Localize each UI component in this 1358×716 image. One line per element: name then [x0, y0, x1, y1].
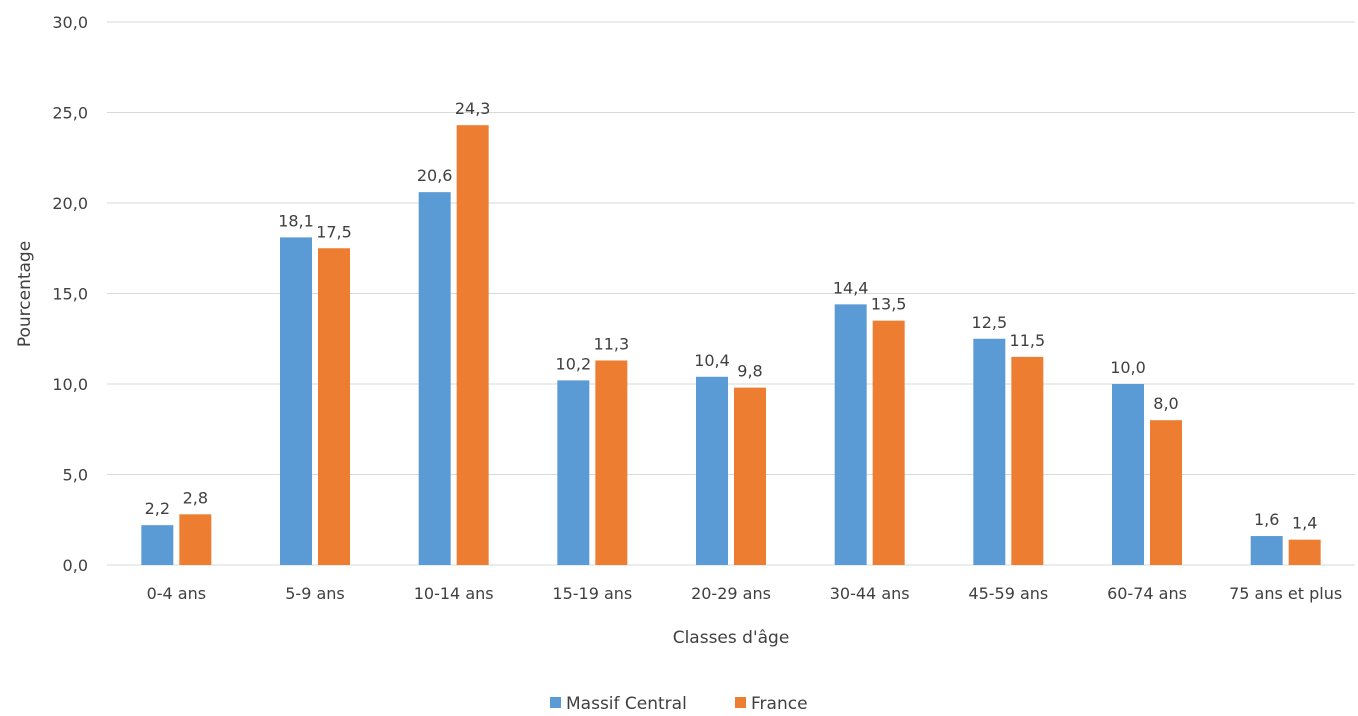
- data-label: 9,8: [737, 362, 762, 381]
- data-label: 11,3: [594, 334, 630, 353]
- x-tick-label: 10-14 ans: [414, 584, 494, 603]
- y-tick-label: 10,0: [52, 375, 88, 394]
- x-tick-label: 45-59 ans: [968, 584, 1048, 603]
- y-tick-label: 30,0: [52, 13, 88, 32]
- bar-massif-central: [834, 304, 867, 565]
- bar-france: [456, 125, 489, 566]
- data-label: 10,2: [556, 354, 592, 373]
- bar-france: [1150, 420, 1182, 565]
- y-tick-label: 15,0: [52, 285, 88, 304]
- x-tick-label: 5-9 ans: [285, 584, 345, 603]
- legend-swatch: [550, 697, 561, 708]
- bar-massif-central: [973, 338, 1006, 565]
- y-axis-ticks: 0,0 5,0 10,0 15,0 20,0 25,0 30,0: [52, 13, 88, 575]
- bar-massif-central: [1112, 384, 1144, 565]
- x-tick-label: 30-44 ans: [830, 584, 910, 603]
- data-label: 18,1: [278, 211, 314, 230]
- bar-massif-central: [696, 376, 728, 565]
- data-label: 13,5: [871, 295, 907, 314]
- bars: [141, 125, 1321, 566]
- bar-massif-central: [280, 237, 312, 565]
- data-label: 14,4: [833, 278, 869, 297]
- data-label: 1,4: [1292, 514, 1317, 533]
- data-label: 24,3: [455, 99, 491, 118]
- x-axis-title: Classes d'âge: [673, 628, 790, 648]
- bar-france: [1011, 356, 1044, 565]
- bar-massif-central: [141, 525, 174, 565]
- bar-france: [318, 248, 350, 565]
- x-tick-label: 0-4 ans: [147, 584, 207, 603]
- bar-massif-central: [1250, 536, 1283, 565]
- bar-france: [1288, 539, 1321, 565]
- bar-massif-central: [418, 192, 451, 565]
- data-label: 20,6: [417, 166, 453, 185]
- x-tick-label: 75 ans et plus: [1229, 584, 1342, 603]
- data-label: 1,6: [1254, 510, 1279, 529]
- legend-label: Massif Central: [566, 694, 687, 712]
- x-tick-label: 60-74 ans: [1107, 584, 1187, 603]
- y-axis-title: Pourcentage: [15, 241, 35, 347]
- data-label: 2,2: [145, 499, 170, 518]
- bar-france: [595, 360, 628, 565]
- data-label: 12,5: [972, 313, 1008, 332]
- data-label: 8,0: [1153, 394, 1178, 413]
- y-tick-label: 5,0: [63, 466, 88, 485]
- x-tick-label: 15-19 ans: [552, 584, 632, 603]
- gridlines: [107, 21, 1355, 566]
- bar-france: [734, 387, 766, 565]
- data-label: 10,4: [694, 351, 730, 370]
- legend-swatch: [735, 697, 746, 708]
- y-tick-label: 25,0: [52, 104, 88, 123]
- bar-france: [872, 320, 905, 565]
- data-label: 10,0: [1110, 358, 1146, 377]
- data-labels: 2,2 2,8 18,117,5 20,6 24,3 10,211,3 10,4 9,8 14,…: [145, 99, 1318, 532]
- y-tick-label: 0,0: [63, 556, 88, 575]
- data-label: 2,8: [183, 488, 208, 507]
- legend: Massif Central France: [550, 694, 808, 714]
- bar-massif-central: [557, 380, 590, 565]
- x-axis-ticks: 0-4 ans 5-9 ans 10-14 ans 15-19 ans 20-29 an…: [147, 584, 1343, 603]
- data-label: 17,5: [316, 222, 352, 241]
- legend-label: France: [751, 694, 808, 712]
- x-tick-label: 20-29 ans: [691, 584, 771, 603]
- data-label: 11,5: [1010, 331, 1046, 350]
- bar-france: [179, 514, 212, 565]
- y-tick-label: 20,0: [52, 194, 88, 213]
